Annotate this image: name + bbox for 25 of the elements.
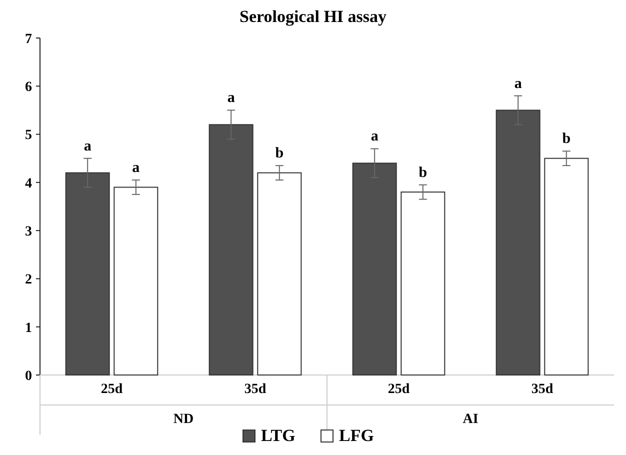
y-tick-label: 2 xyxy=(25,272,32,288)
data-label: a xyxy=(84,138,92,154)
data-label: b xyxy=(562,131,571,148)
legend-label: LTG xyxy=(261,426,296,445)
y-tick-label: 7 xyxy=(25,32,32,47)
x-tick-label: 25d xyxy=(100,382,123,397)
data-label: a xyxy=(370,128,379,145)
text: AI xyxy=(462,412,478,427)
data-label: b xyxy=(418,164,428,181)
y-tick-label: 5 xyxy=(25,128,32,144)
text: ND xyxy=(173,412,194,427)
x-tick-label: 35d xyxy=(244,382,266,397)
y-tick-label: 1 xyxy=(25,320,32,336)
legend-label: LFG xyxy=(339,426,374,445)
x-tick-label: 35d xyxy=(531,382,554,397)
y-tick-label: 4 xyxy=(25,176,32,192)
x-tick-label: 25d xyxy=(388,382,410,397)
data-label: a xyxy=(227,90,236,106)
data-label: a xyxy=(514,76,522,92)
data-label: a xyxy=(132,160,140,176)
data-label: b xyxy=(275,146,284,162)
y-tick-label: 0 xyxy=(25,368,32,384)
y-tick-label: 3 xyxy=(25,224,32,240)
y-tick-label: 6 xyxy=(25,80,32,96)
chart-title: Serological HI assay xyxy=(239,7,388,26)
